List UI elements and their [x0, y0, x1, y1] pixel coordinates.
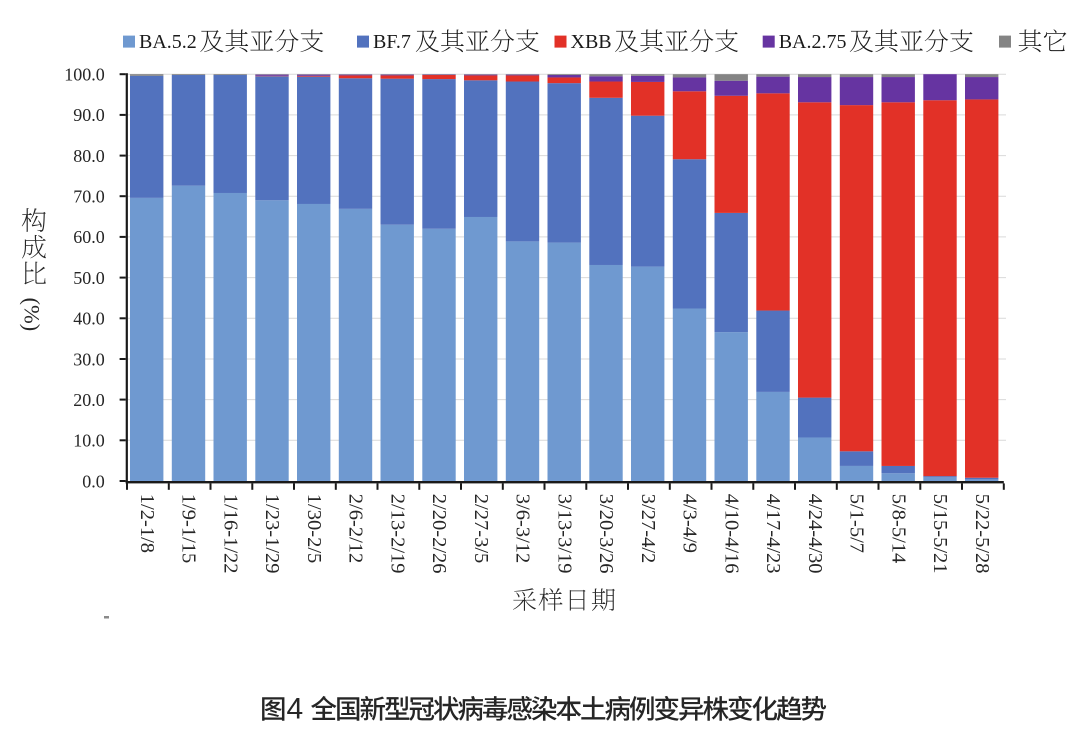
svg-text:5/1-5/7: 5/1-5/7: [846, 494, 868, 553]
svg-text:2/20-2/26: 2/20-2/26: [428, 494, 450, 574]
svg-text:10.0: 10.0: [73, 431, 105, 451]
svg-text:1/16-1/22: 1/16-1/22: [219, 494, 241, 574]
svg-text:1/23-1/29: 1/23-1/29: [261, 494, 283, 574]
svg-text:100.0: 100.0: [64, 65, 105, 85]
svg-text:4/24-4/30: 4/24-4/30: [804, 494, 826, 574]
svg-text:5/8-5/14: 5/8-5/14: [887, 494, 909, 563]
svg-text:2/27-3/5: 2/27-3/5: [470, 494, 492, 563]
svg-text:70.0: 70.0: [73, 187, 105, 207]
svg-text:3/20-3/26: 3/20-3/26: [595, 494, 617, 574]
svg-text:4: 4: [287, 693, 304, 726]
svg-text:90.0: 90.0: [73, 105, 105, 125]
svg-text:3/6-3/12: 3/6-3/12: [512, 494, 534, 563]
svg-text:4/17-4/23: 4/17-4/23: [762, 494, 784, 574]
svg-text:5/22-5/28: 5/22-5/28: [971, 494, 993, 574]
svg-text:60.0: 60.0: [73, 227, 105, 247]
svg-text:80.0: 80.0: [73, 146, 105, 166]
svg-text:50.0: 50.0: [73, 268, 105, 288]
svg-text:30.0: 30.0: [73, 349, 105, 369]
svg-text:2/13-2/19: 2/13-2/19: [386, 494, 408, 574]
svg-text:BF.7: BF.7: [373, 31, 411, 53]
svg-text:3/27-4/2: 3/27-4/2: [637, 494, 659, 563]
svg-text:5/15-5/21: 5/15-5/21: [929, 494, 951, 574]
svg-text:1/30-2/5: 1/30-2/5: [303, 494, 325, 563]
svg-text:1/2-1/8: 1/2-1/8: [136, 494, 158, 553]
svg-text:BA.5.2: BA.5.2: [139, 31, 197, 53]
svg-text:XBB: XBB: [571, 31, 612, 53]
svg-text:4/10-4/16: 4/10-4/16: [720, 494, 742, 574]
svg-text:4/3-4/9: 4/3-4/9: [679, 494, 701, 553]
svg-text:1/9-1/15: 1/9-1/15: [178, 494, 200, 563]
svg-text:0.0: 0.0: [82, 471, 105, 491]
svg-text:(%): (%): [20, 298, 45, 332]
svg-text:BA.2.75: BA.2.75: [779, 31, 847, 53]
svg-text:2/6-2/12: 2/6-2/12: [345, 494, 367, 563]
svg-text:3/13-3/19: 3/13-3/19: [553, 494, 575, 574]
svg-text:20.0: 20.0: [73, 390, 105, 410]
svg-text:40.0: 40.0: [73, 309, 105, 329]
